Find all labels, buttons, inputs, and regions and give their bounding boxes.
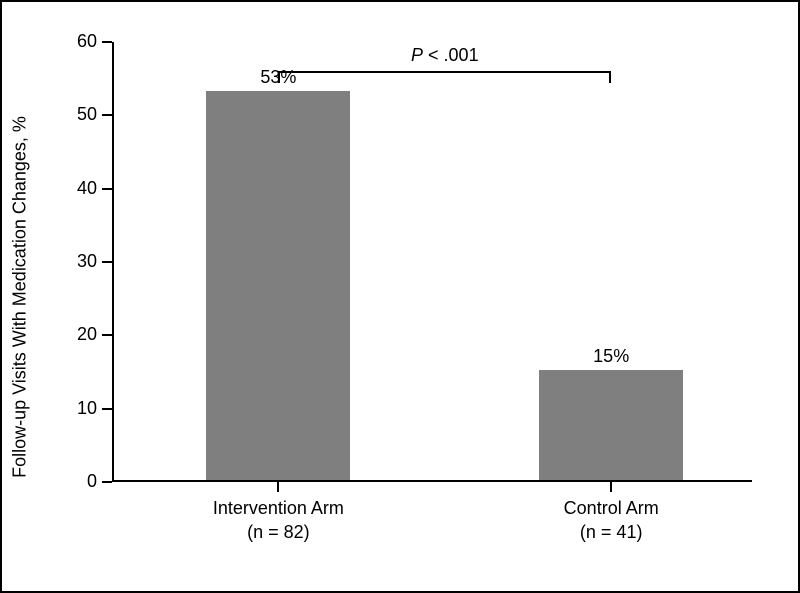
- bar: [539, 370, 683, 480]
- y-tick: [102, 261, 112, 263]
- y-tick-label: 40: [57, 178, 97, 199]
- y-axis-line: [112, 42, 114, 482]
- y-tick: [102, 114, 112, 116]
- y-tick-label: 0: [57, 471, 97, 492]
- x-axis-line: [112, 480, 752, 482]
- y-tick: [102, 334, 112, 336]
- y-tick: [102, 41, 112, 43]
- y-tick-label: 20: [57, 324, 97, 345]
- category-n-label: (n = 41): [580, 522, 643, 543]
- category-n-label: (n = 82): [247, 522, 310, 543]
- bar-value-label: 15%: [593, 346, 629, 367]
- y-tick-label: 10: [57, 398, 97, 419]
- y-axis-label: Follow-up Visits With Medication Changes…: [10, 116, 31, 478]
- x-tick: [277, 482, 279, 492]
- category-label: Control Arm: [564, 498, 659, 519]
- y-tick-label: 60: [57, 31, 97, 52]
- bracket-leg: [609, 71, 611, 83]
- y-tick: [102, 188, 112, 190]
- y-tick: [102, 408, 112, 410]
- chart-frame: Follow-up Visits With Medication Changes…: [0, 0, 800, 593]
- y-tick-label: 50: [57, 104, 97, 125]
- bar: [206, 91, 350, 480]
- bracket-leg: [278, 71, 280, 83]
- plot-area: 010203040506053%Intervention Arm(n = 82)…: [112, 42, 752, 482]
- x-tick: [610, 482, 612, 492]
- y-tick-label: 30: [57, 251, 97, 272]
- y-tick: [102, 481, 112, 483]
- significance-bracket: [278, 71, 611, 73]
- p-value-label: P < .001: [411, 45, 479, 66]
- category-label: Intervention Arm: [213, 498, 344, 519]
